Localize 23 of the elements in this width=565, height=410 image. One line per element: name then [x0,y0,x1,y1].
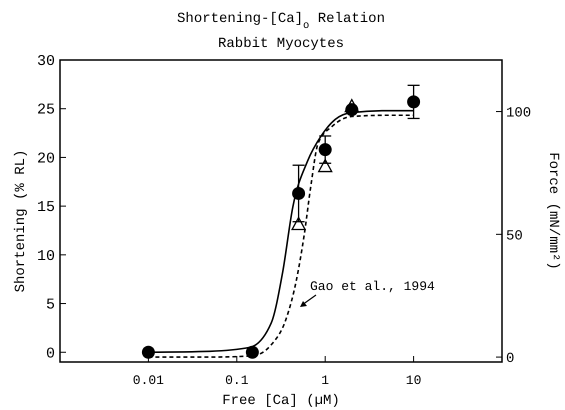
y-tick-label: 5 [46,296,55,314]
y-tick-label: 10 [36,248,55,265]
y2-tick-label: 0 [506,351,514,368]
y2-tick-label: 50 [506,228,523,244]
annotation: Gao et al., 1994 [310,279,436,294]
y2-tick-label: 100 [506,106,532,122]
x-axis-title: Free [Ca] (µM) [222,393,340,409]
point [344,99,359,112]
x-tick-label: 0.01 [132,373,164,388]
x-tick-label: 0.1 [225,373,249,388]
y-tick-label: 20 [36,150,55,168]
y-tick-label: 0 [46,345,55,362]
point [291,216,306,230]
y2-axis-title: Force (mN/mm²) [545,152,561,270]
chart-subtitle: Rabbit Myocytes [218,36,344,52]
y-tick-label: 25 [36,102,55,119]
y-axis-title: Shortening (% RL) [13,150,29,292]
y-tick-label: 30 [36,53,55,70]
y-tick-label: 15 [36,199,55,216]
x-tick-label: 10 [406,373,422,388]
x-tick-label: 1 [321,373,330,388]
point [318,158,332,172]
chart-title: Shortening-[Ca]$_{o}$ Relation [177,11,385,32]
